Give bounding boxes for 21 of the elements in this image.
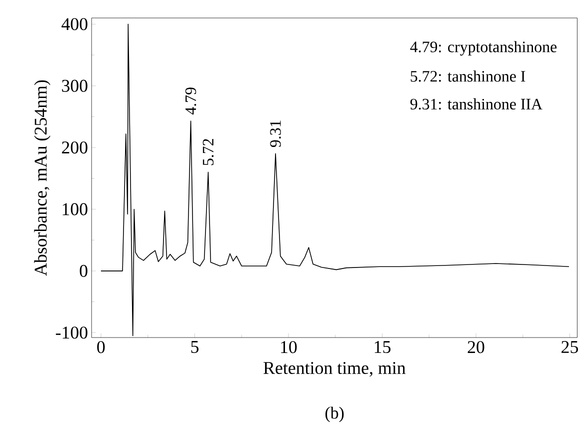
y-tick-label: 400 [62,18,88,30]
y-tick-label: 0 [80,264,88,277]
annotation: 4.79 [185,87,196,114]
y-tick-label: 200 [62,141,88,154]
annotation: 9.31: tanshinone IIA [410,98,542,110]
x-tick-label: 25 [562,340,578,353]
x-tick-label: 10 [281,340,297,353]
y-tick-label: 100 [62,202,88,216]
y-tick-label: -100 [56,326,88,338]
x-tick-label: 15 [374,340,390,353]
annotation: 5.72: tanshinone I [410,70,526,82]
x-tick-label: 0 [97,340,105,353]
annotation: 5.72 [202,138,214,165]
y-axis-title: Absorbance, mAu (254nm) [34,80,50,276]
x-tick-label: 5 [191,340,198,353]
text: (b) [325,406,344,422]
x-tick-label: 20 [468,340,484,353]
annotation: 9.31 [270,120,281,147]
x-axis-title: Retention time, min [264,362,406,376]
annotation: 4.79: cryptotanshinone [410,40,557,56]
y-tick-label: 300 [62,80,88,92]
